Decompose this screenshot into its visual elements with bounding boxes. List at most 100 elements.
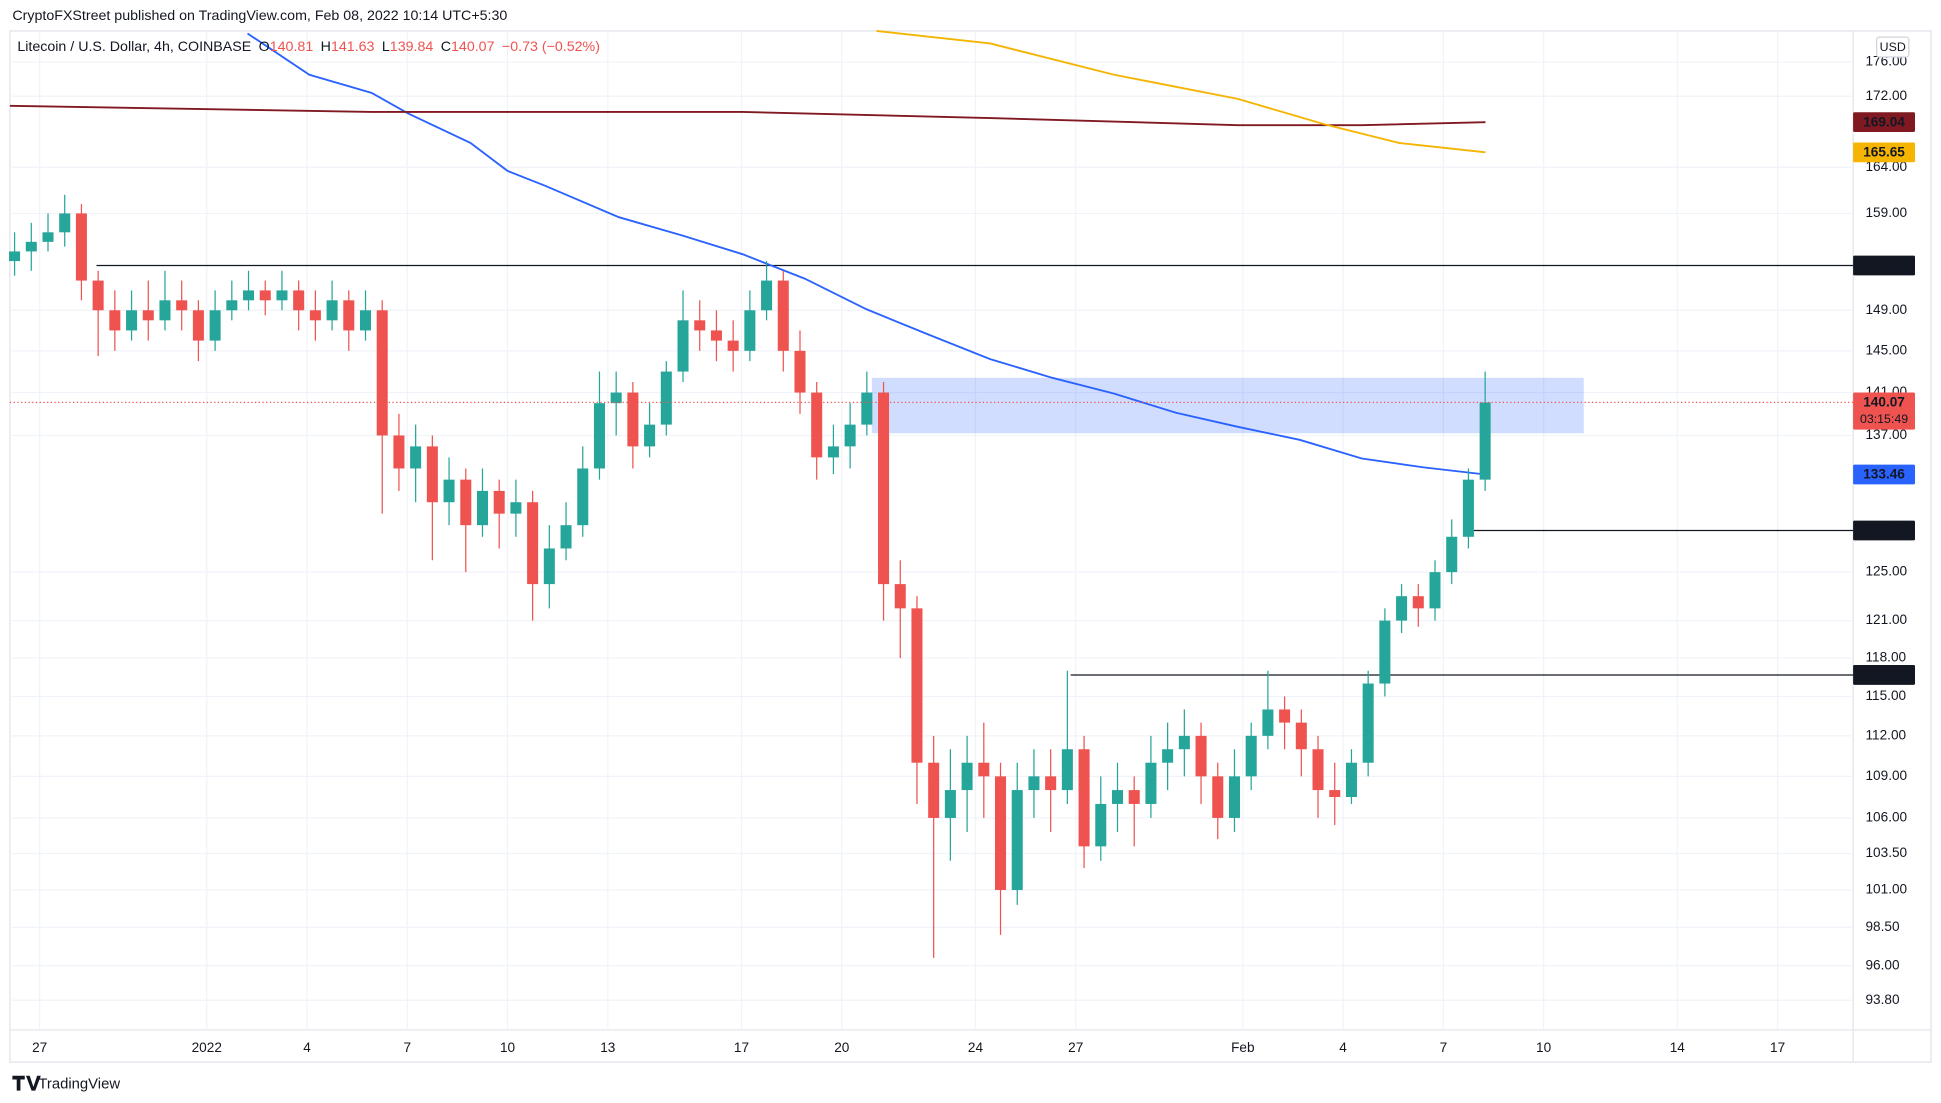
current-price-label: 140.07 — [1863, 395, 1905, 410]
candle-body — [878, 392, 890, 585]
candle-body — [744, 310, 756, 351]
candle-body — [1111, 790, 1124, 804]
x-tick-label: 24 — [968, 1040, 984, 1055]
candle-body — [359, 310, 372, 331]
ohlc-key: H — [321, 39, 331, 55]
candle-body — [894, 584, 906, 609]
level-price-label-bg — [1853, 255, 1916, 276]
candle-body — [226, 300, 238, 311]
ohlc-key: C — [441, 39, 451, 55]
candle-body — [293, 290, 305, 311]
candle-body — [710, 330, 722, 341]
currency-box[interactable] — [1876, 36, 1910, 58]
candle-body — [309, 310, 321, 321]
candle-body — [660, 371, 672, 425]
moving-average — [9, 104, 1486, 127]
candle-body — [627, 392, 639, 447]
candle-body — [1396, 596, 1408, 621]
brand: TradingView — [12, 1075, 120, 1092]
candle-body — [1412, 596, 1424, 609]
candle-body — [1095, 803, 1107, 847]
candle-body — [126, 310, 138, 331]
axes: 176.00172.00164.00159.00149.00145.00141.… — [32, 54, 1916, 1055]
candle-body — [1295, 722, 1307, 750]
moving-average — [247, 32, 1486, 476]
brand-logo — [12, 1075, 41, 1091]
candle-body — [844, 424, 856, 447]
ohlc-value: 140.07 — [451, 39, 495, 55]
candle-body — [1262, 709, 1274, 736]
candle-body — [192, 310, 204, 341]
y-tick-label: 106.00 — [1865, 810, 1907, 825]
y-tick-label: 101.00 — [1865, 882, 1907, 897]
y-tick-label: 137.00 — [1865, 427, 1907, 442]
candle-body — [75, 213, 87, 281]
candle-body — [911, 608, 923, 763]
line-price-label-bg — [1853, 464, 1916, 485]
level-price-label: 153.54 — [1863, 258, 1905, 273]
ohlc-key: O — [259, 39, 270, 55]
candle-body — [1446, 536, 1458, 573]
candle-body — [393, 435, 405, 469]
candle-body — [727, 340, 739, 351]
candle-body — [794, 350, 806, 393]
candle-body — [1195, 735, 1207, 777]
candle-body — [1345, 762, 1357, 797]
x-tick-label: 27 — [32, 1040, 47, 1055]
x-tick-label: 17 — [734, 1040, 749, 1055]
x-tick-label: 27 — [1068, 1040, 1083, 1055]
candle-body — [978, 762, 990, 777]
candle-body — [25, 241, 37, 252]
line-price-label-bg — [1853, 112, 1916, 133]
y-tick-label: 103.50 — [1865, 845, 1907, 860]
candle-body — [944, 790, 956, 818]
candle-body — [259, 290, 271, 301]
line-price-label-bg — [1853, 142, 1916, 163]
x-tick-label: 4 — [303, 1040, 311, 1055]
candle-body — [861, 392, 873, 425]
ohlc-value: 140.81 — [270, 39, 314, 55]
candle-body — [1061, 749, 1073, 791]
moving-average — [876, 30, 1486, 154]
candle-body — [276, 290, 288, 301]
candle-body — [1279, 709, 1291, 723]
frame — [9, 30, 1932, 1063]
ohlc-key: L — [382, 39, 390, 55]
x-tick-label: 17 — [1770, 1040, 1785, 1055]
y-tick-label: 145.00 — [1865, 342, 1907, 357]
symbol-legend: Litecoin / U.S. Dollar, 4h, COINBASE O140… — [17, 39, 600, 55]
candle-body — [1462, 479, 1474, 537]
x-tick-label: 7 — [1440, 1040, 1448, 1055]
candle-body — [560, 525, 572, 549]
candle-body — [443, 479, 455, 503]
candle-body — [326, 300, 338, 321]
candle-body — [577, 468, 589, 526]
current-price-bg — [1853, 392, 1916, 430]
y-tick-label: 96.00 — [1865, 957, 1899, 972]
candle-body — [109, 310, 121, 331]
candle-body — [811, 392, 823, 458]
candle-body — [410, 446, 422, 469]
candle-body — [694, 320, 706, 331]
candle-body — [1362, 683, 1374, 763]
candle-body — [1045, 776, 1057, 791]
candle-body — [476, 490, 489, 526]
candle-body — [961, 762, 973, 791]
candle-body — [1245, 735, 1257, 777]
y-tick-label: 164.00 — [1865, 159, 1907, 174]
y-tick-label: 109.00 — [1865, 768, 1907, 783]
candle-body — [995, 776, 1007, 890]
x-tick-label: 10 — [500, 1040, 516, 1055]
line-price-label: 165.65 — [1863, 145, 1905, 160]
ohlc-value: 141.63 — [331, 39, 375, 55]
brand-name: TradingView — [38, 1076, 120, 1092]
candle-body — [243, 290, 255, 301]
y-tick-label: 172.00 — [1865, 88, 1907, 103]
y-tick-label: 98.50 — [1865, 919, 1899, 934]
plot-area — [9, 30, 1854, 958]
candle-body — [1128, 790, 1140, 804]
line-price-label: 133.46 — [1863, 467, 1905, 482]
level-price-label: 116.67 — [1864, 667, 1905, 682]
